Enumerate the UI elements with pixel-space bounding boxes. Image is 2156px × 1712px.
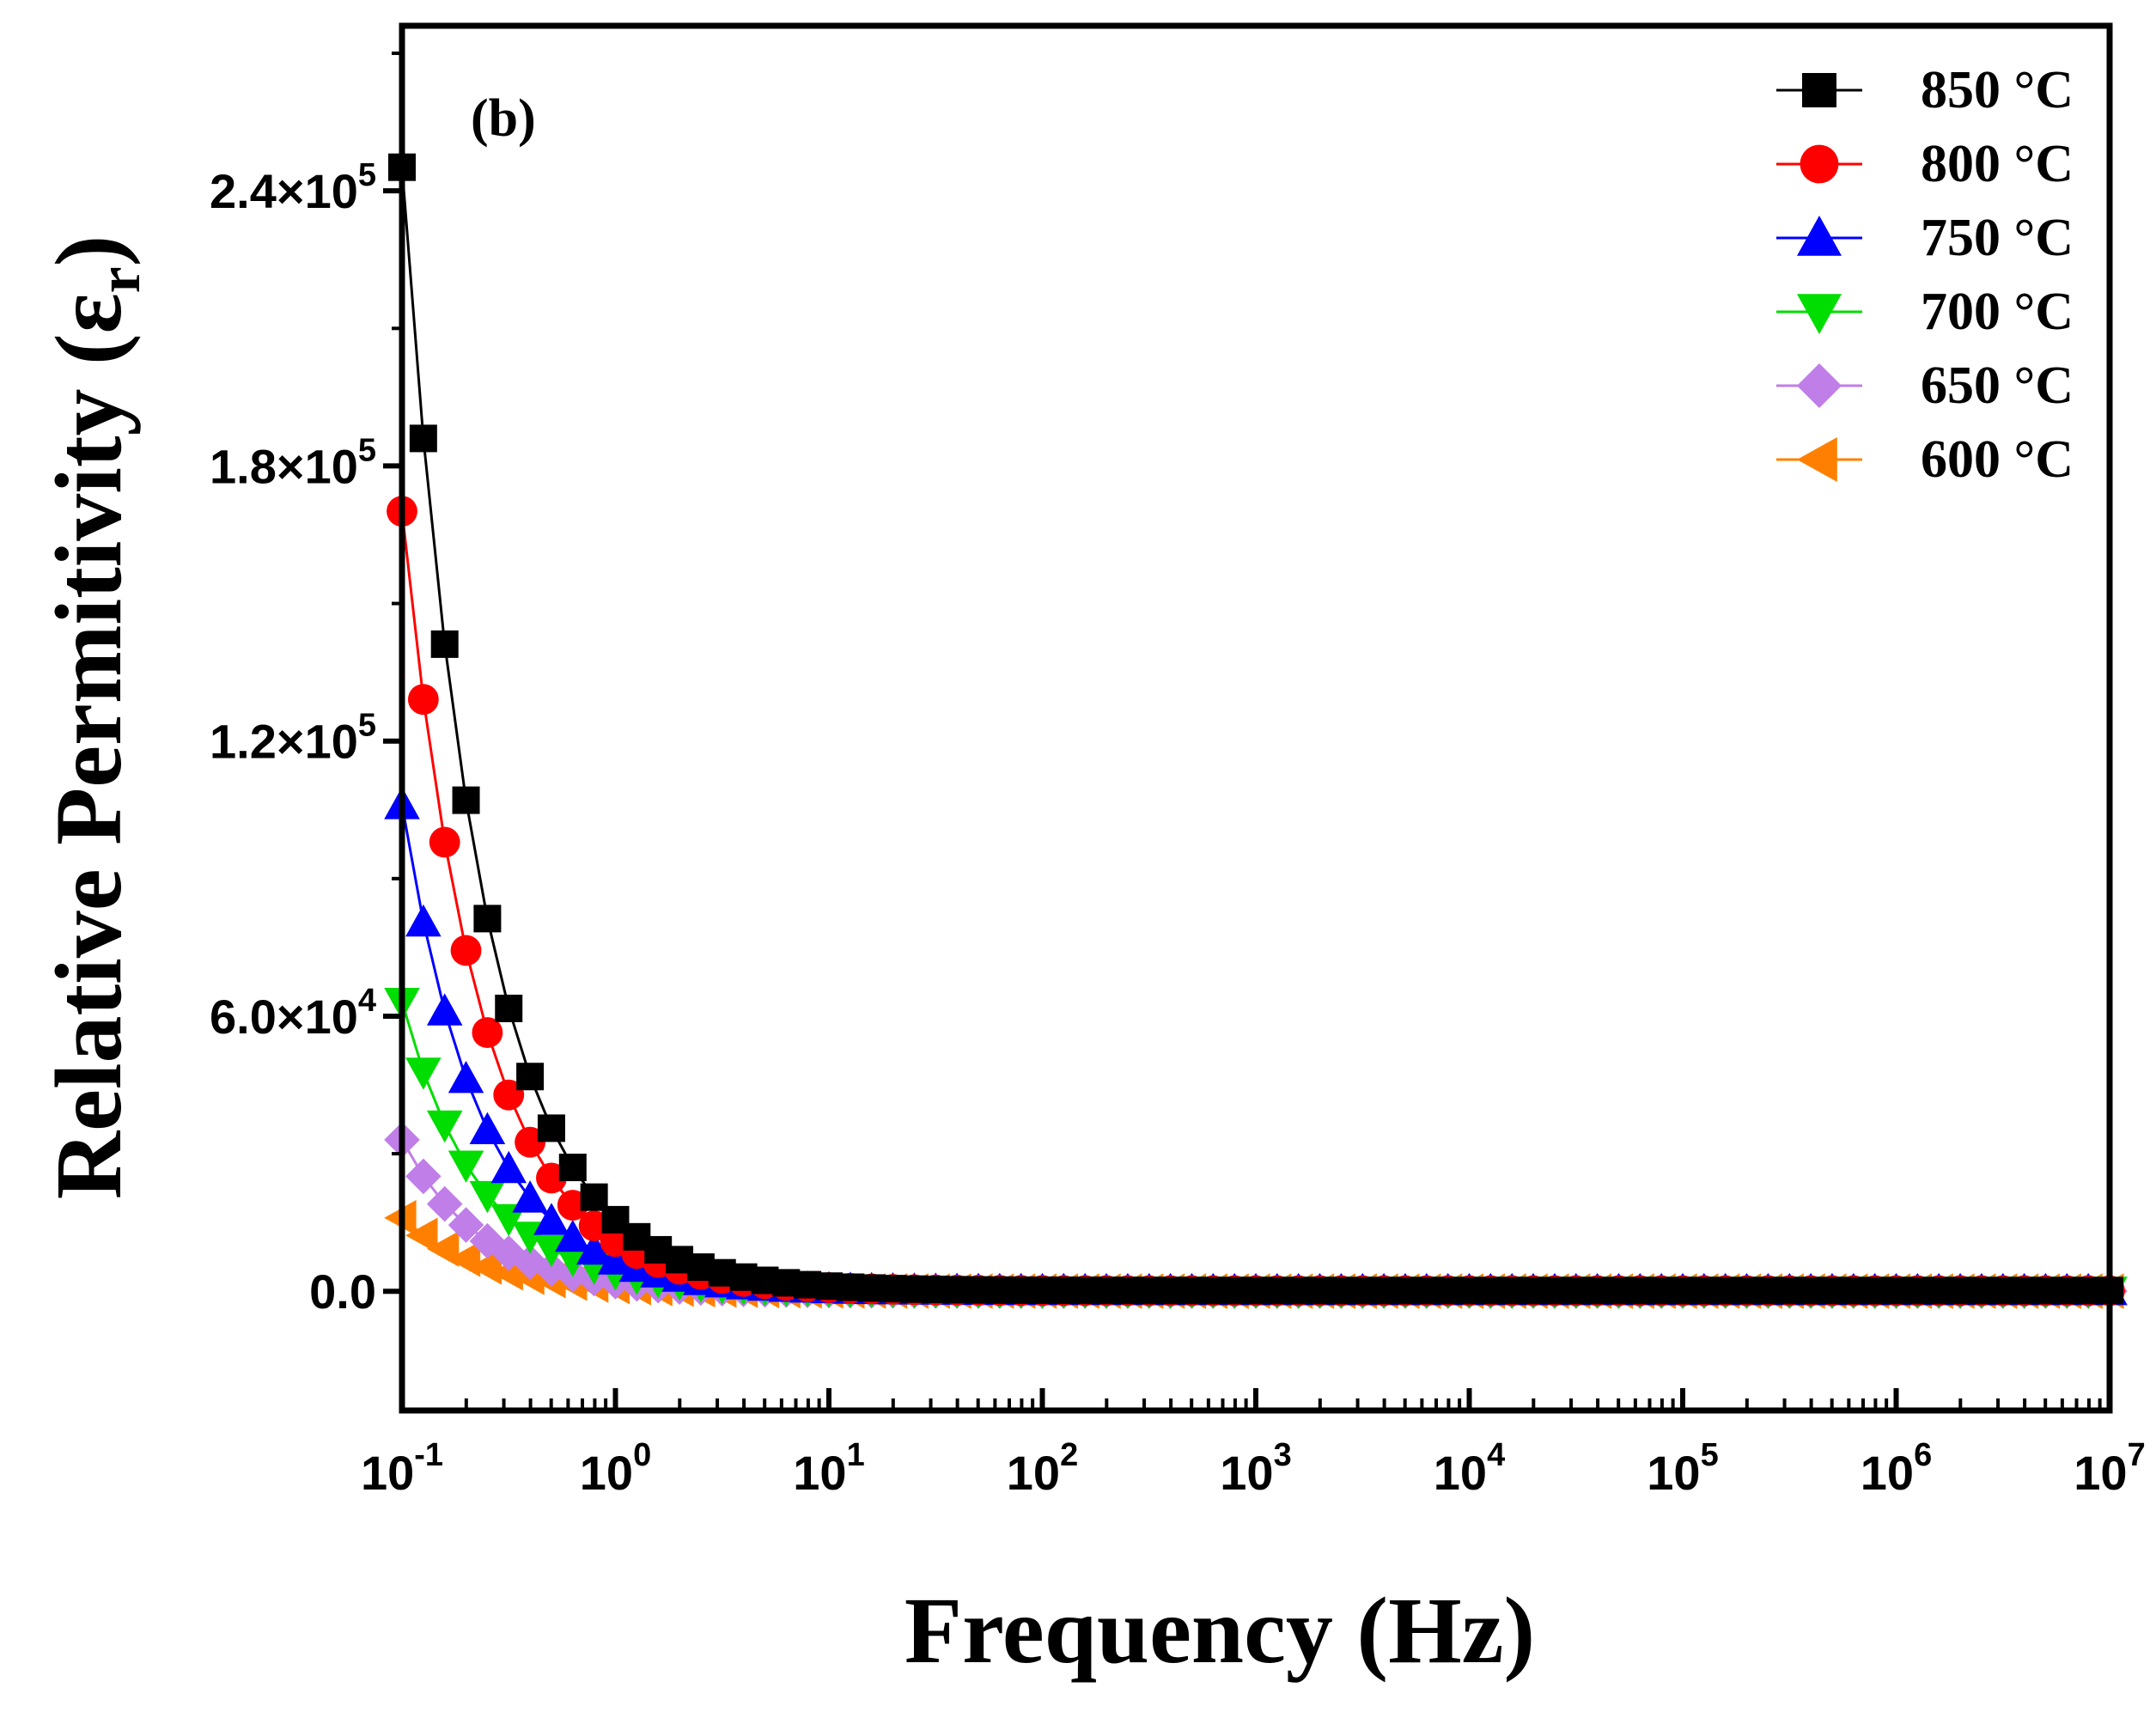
data-point bbox=[469, 1180, 506, 1214]
legend-label: 650 °C bbox=[1921, 356, 2074, 415]
data-point bbox=[472, 1017, 503, 1049]
x-tick-label: 105 bbox=[1647, 1437, 1718, 1500]
data-point bbox=[533, 1251, 569, 1288]
series-850 bbox=[388, 153, 2123, 1305]
data-point bbox=[426, 993, 463, 1026]
x-tick-label: 103 bbox=[1220, 1437, 1291, 1500]
data-point bbox=[469, 1249, 502, 1285]
legend-entry: 750 °C bbox=[1776, 209, 2074, 267]
data-point bbox=[448, 1061, 484, 1094]
axes: 10-1 100 101 102 103 104 105 106 107 0.0 6.0×104 1.… bbox=[210, 52, 2146, 1500]
data-point bbox=[407, 684, 439, 716]
y-axis-title-symbol: ε bbox=[36, 293, 141, 333]
y-tick-label: 1.2×105 bbox=[210, 708, 376, 769]
legend-entry: 800 °C bbox=[1776, 135, 2074, 193]
data-point bbox=[448, 1150, 484, 1183]
y-tick-label: 0.0 bbox=[309, 1264, 376, 1319]
legend-marker bbox=[1800, 144, 1839, 184]
data-point bbox=[426, 1185, 463, 1222]
plot-frame bbox=[399, 22, 2113, 1414]
data-point bbox=[405, 904, 442, 937]
legend-marker bbox=[1797, 294, 1842, 334]
data-point bbox=[555, 1219, 591, 1252]
series-line bbox=[400, 511, 2110, 1293]
y-tick-label: 2.4×105 bbox=[210, 157, 376, 218]
y-axis-title-close: ) bbox=[36, 235, 141, 267]
legend-entry: 650 °C bbox=[1776, 356, 2074, 415]
data-point bbox=[597, 1242, 634, 1275]
x-tick-label: 104 bbox=[1434, 1437, 1505, 1500]
data-point bbox=[450, 935, 482, 966]
data-point bbox=[409, 424, 437, 453]
data-point bbox=[430, 630, 459, 658]
data-point bbox=[576, 1232, 612, 1265]
y-axis-title: Relative Permitivity (εr) bbox=[36, 235, 153, 1200]
data-point bbox=[537, 1114, 565, 1142]
series-line bbox=[400, 167, 2110, 1292]
x-axis-title: Frequency (Hz) bbox=[904, 1578, 1535, 1683]
x-tick-label: 107 bbox=[2074, 1437, 2145, 1500]
data-point bbox=[405, 1158, 442, 1195]
data-point bbox=[558, 1154, 587, 1182]
series-800 bbox=[387, 496, 2125, 1307]
legend-marker bbox=[1797, 363, 1842, 408]
data-point bbox=[533, 1203, 569, 1235]
data-point bbox=[473, 905, 502, 933]
plot-marks bbox=[384, 153, 2128, 1309]
legend-label: 750 °C bbox=[1921, 209, 2074, 267]
series-line bbox=[400, 804, 2110, 1293]
data-point bbox=[405, 1217, 438, 1254]
legend-entry: 700 °C bbox=[1776, 283, 2074, 341]
data-point bbox=[405, 1057, 442, 1090]
legend-entry: 600 °C bbox=[1776, 430, 2074, 489]
legend-entry: 850 °C bbox=[1776, 61, 2074, 119]
legend: 850 °C 800 °C 750 °C 700 °C 650 °C 600 °C bbox=[1776, 61, 2074, 489]
y-tick-label: 1.8×105 bbox=[210, 432, 376, 493]
data-point bbox=[469, 1112, 506, 1144]
data-point bbox=[426, 1110, 463, 1143]
y-tick-label: 6.0×104 bbox=[210, 983, 376, 1044]
legend-label: 800 °C bbox=[1921, 135, 2074, 193]
data-point bbox=[516, 1063, 545, 1091]
legend-marker bbox=[1797, 216, 1842, 256]
x-tick-label: 100 bbox=[580, 1437, 651, 1500]
y-axis-title-sub: r bbox=[87, 266, 153, 293]
panel-label: (b) bbox=[471, 89, 536, 148]
data-point bbox=[448, 1207, 484, 1243]
x-tick-label: 10-1 bbox=[361, 1437, 443, 1500]
x-tick-label: 102 bbox=[1007, 1437, 1078, 1500]
legend-label: 600 °C bbox=[1921, 430, 2074, 489]
legend-marker bbox=[1797, 437, 1837, 482]
x-tick-label: 106 bbox=[1861, 1437, 1932, 1500]
data-point bbox=[490, 1150, 527, 1184]
legend-label: 700 °C bbox=[1921, 283, 2074, 341]
data-point bbox=[452, 786, 480, 814]
legend-label: 850 °C bbox=[1921, 61, 2074, 119]
legend-marker bbox=[1802, 73, 1836, 107]
data-point bbox=[512, 1180, 548, 1213]
data-point bbox=[495, 994, 523, 1022]
y-axis-title-main: Relative Permitivity ( bbox=[36, 333, 141, 1199]
x-tick-label: 101 bbox=[793, 1437, 864, 1500]
data-point bbox=[429, 826, 460, 858]
